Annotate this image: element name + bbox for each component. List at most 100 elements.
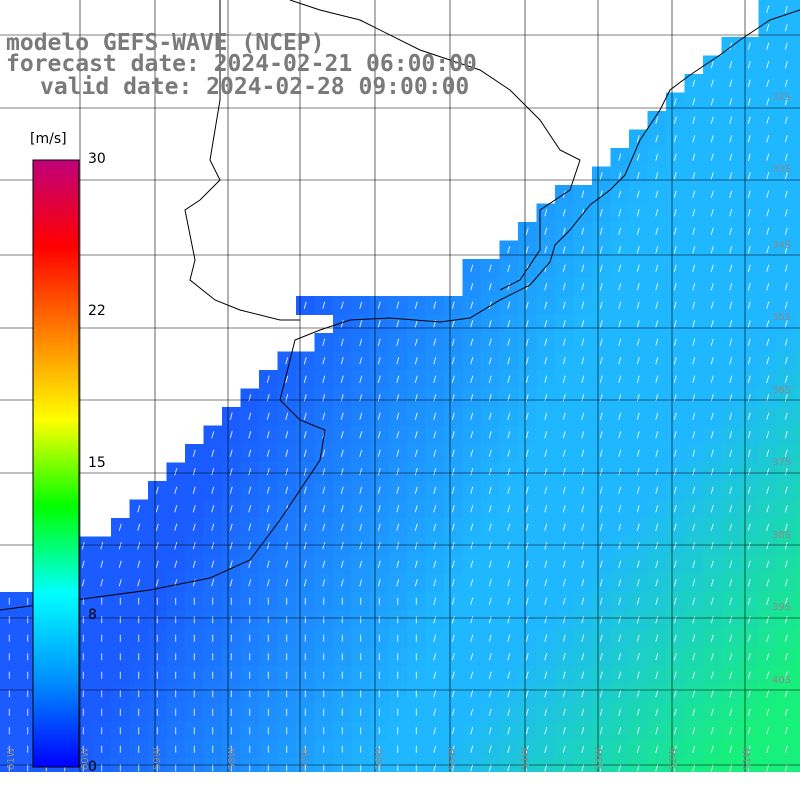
wind-arrow — [192, 560, 196, 568]
wind-arrow — [747, 61, 751, 69]
wind-arrow — [784, 61, 788, 69]
wind-arrow — [784, 190, 788, 198]
wind-arrow — [636, 634, 640, 642]
wind-arrow — [562, 505, 566, 513]
wind-arrow — [507, 653, 511, 661]
wind-arrow — [655, 764, 659, 772]
wind-arrow — [692, 79, 696, 87]
wind-arrow — [340, 338, 344, 346]
wind-arrow — [673, 283, 677, 291]
wind-arrow — [100, 542, 104, 550]
wind-arrow — [285, 468, 289, 476]
wind-arrow — [285, 412, 289, 420]
wind-arrow — [451, 505, 455, 513]
wind-arrow — [451, 616, 455, 624]
wind-arrow — [747, 727, 751, 735]
wind-arrow — [525, 412, 529, 420]
wind-cell — [795, 444, 800, 463]
wind-arrow — [747, 745, 751, 753]
wind-arrow — [636, 671, 640, 679]
wind-arrow — [340, 468, 344, 476]
wind-arrow — [618, 597, 622, 605]
wind-arrow — [673, 172, 677, 180]
wind-arrow — [507, 671, 511, 679]
wind-arrow — [359, 301, 363, 309]
wind-arrow — [599, 579, 603, 587]
wind-arrow — [655, 246, 659, 254]
wind-arrow — [451, 486, 455, 494]
wind-arrow — [673, 523, 677, 531]
wind-arrow — [507, 634, 511, 642]
wind-arrow — [766, 727, 770, 735]
wind-arrow — [710, 671, 714, 679]
wind-arrow — [322, 449, 326, 457]
lon-label: 53W — [594, 747, 605, 770]
wind-arrow — [692, 468, 696, 476]
wind-arrow — [747, 708, 751, 716]
wind-arrow — [507, 486, 511, 494]
wind-arrow — [414, 468, 418, 476]
wind-arrow — [470, 634, 474, 642]
wind-arrow — [81, 560, 85, 568]
wind-arrow — [710, 264, 714, 272]
wind-arrow — [562, 597, 566, 605]
wind-arrow — [729, 708, 733, 716]
wind-arrow — [433, 542, 437, 550]
wind-arrow — [747, 597, 751, 605]
wind-arrow — [599, 468, 603, 476]
wind-cell — [795, 555, 800, 574]
wind-cell — [795, 703, 800, 722]
wind-arrow — [618, 745, 622, 753]
wind-arrow — [433, 616, 437, 624]
wind-arrow — [599, 172, 603, 180]
wind-arrow — [729, 653, 733, 661]
wind-arrow — [525, 745, 529, 753]
wind-arrow — [211, 505, 215, 513]
wind-arrow — [766, 579, 770, 587]
wind-arrow — [747, 764, 751, 772]
wind-arrow — [729, 542, 733, 550]
wind-arrow — [507, 579, 511, 587]
wind-arrow — [303, 431, 307, 439]
wind-arrow — [636, 209, 640, 217]
wind-arrow — [488, 468, 492, 476]
wind-arrow — [673, 597, 677, 605]
wind-arrow — [636, 301, 640, 309]
wind-arrow — [766, 116, 770, 124]
wind-arrow — [433, 653, 437, 661]
wind-arrow — [747, 690, 751, 698]
wind-arrow — [433, 579, 437, 587]
wind-arrow — [248, 542, 252, 550]
wind-arrow — [618, 283, 622, 291]
wind-arrow — [211, 579, 215, 587]
wind-arrow — [655, 320, 659, 328]
wind-cell — [795, 240, 800, 260]
wind-arrow — [507, 412, 511, 420]
wind-arrow — [562, 616, 566, 624]
wind-arrow — [451, 542, 455, 550]
wind-arrow — [766, 190, 770, 198]
wind-arrow — [488, 301, 492, 309]
wind-cell — [795, 573, 800, 593]
wind-arrow — [414, 357, 418, 365]
wind-arrow — [581, 301, 585, 309]
wind-arrow — [729, 449, 733, 457]
colorbar-unit: [m/s] — [30, 131, 67, 147]
wind-arrow — [673, 338, 677, 346]
wind-arrow — [766, 153, 770, 161]
wind-arrow — [636, 653, 640, 661]
wind-arrow — [729, 338, 733, 346]
wind-arrow — [396, 357, 400, 365]
wind-arrow — [192, 579, 196, 587]
wind-cell — [795, 314, 800, 334]
wind-arrow — [710, 560, 714, 568]
wind-arrow — [618, 320, 622, 328]
wind-arrow — [655, 560, 659, 568]
wind-arrow — [581, 671, 585, 679]
wind-arrow — [710, 542, 714, 550]
forecast-date: forecast date: 2024-02-21 06:00:00 — [6, 51, 477, 77]
wind-cell — [795, 18, 800, 38]
wind-arrow — [581, 468, 585, 476]
wind-arrow — [359, 579, 363, 587]
lon-label: 59W — [152, 747, 163, 770]
